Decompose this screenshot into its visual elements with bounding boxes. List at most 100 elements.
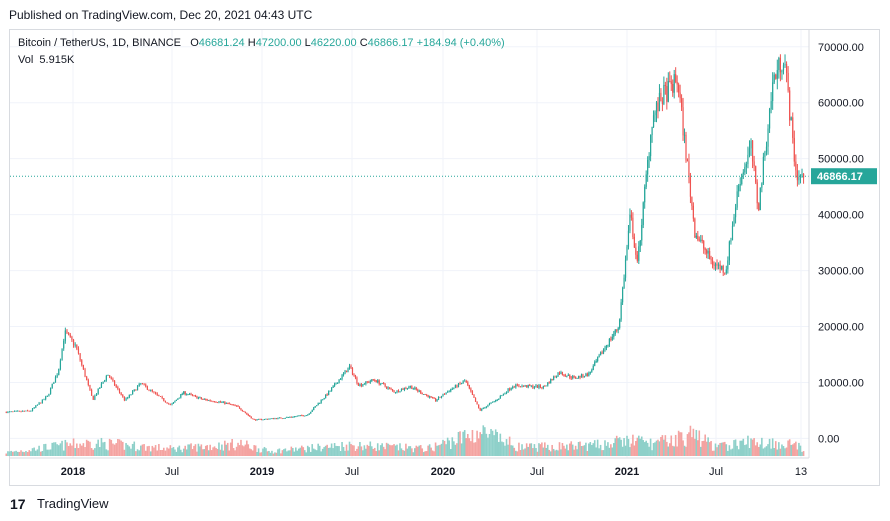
- volume-bar: [465, 438, 468, 456]
- candle-body: [624, 259, 627, 278]
- volume-bar: [74, 448, 76, 456]
- chart-frame: [9, 29, 880, 486]
- candle-body: [482, 408, 484, 409]
- volume-bar: [384, 449, 386, 456]
- candle-body: [491, 401, 494, 403]
- volume-bar: [551, 444, 553, 456]
- volume-bar: [723, 441, 726, 456]
- candle-body: [621, 288, 624, 303]
- volume-bar: [36, 449, 39, 456]
- candle-body: [761, 183, 763, 188]
- volume-bar: [626, 435, 628, 456]
- candle-body: [252, 418, 254, 420]
- volume-bar: [493, 435, 495, 456]
- candle-body: [484, 407, 486, 409]
- candle-body: [583, 376, 586, 378]
- volume-bar: [784, 448, 786, 456]
- candle-body: [391, 389, 394, 391]
- y-tick-label: 20000.00: [818, 322, 864, 334]
- volume-bar: [477, 438, 480, 456]
- volume-bar: [771, 438, 774, 456]
- candle-body: [678, 84, 680, 93]
- volume-bar: [548, 449, 551, 456]
- candle-body: [304, 415, 306, 417]
- volume-bar: [215, 447, 217, 456]
- volume-bar: [430, 447, 432, 456]
- candle-body: [504, 393, 506, 394]
- candle-body: [464, 380, 466, 382]
- candle-body: [613, 333, 615, 337]
- volume-bar: [210, 450, 213, 456]
- volume-bar: [748, 448, 751, 456]
- x-tick-label: Jul: [345, 466, 359, 478]
- volume-bar: [739, 440, 742, 456]
- candle-body: [551, 379, 553, 381]
- candle-body: [56, 375, 58, 378]
- candle-body: [501, 395, 503, 397]
- candle-body: [424, 394, 426, 395]
- candle-body: [582, 374, 584, 378]
- volume-bar: [580, 446, 583, 456]
- candle-body: [311, 410, 313, 412]
- candle-body: [563, 374, 565, 376]
- volume-bar: [100, 437, 103, 456]
- candle-body: [789, 90, 791, 121]
- volume-bar: [190, 443, 192, 456]
- price-candles: [5, 54, 805, 421]
- volume-bar: [490, 428, 492, 456]
- candle-body: [579, 375, 581, 378]
- candle-body: [356, 377, 358, 383]
- volume-bar: [381, 443, 383, 456]
- volume-bar: [454, 444, 457, 456]
- candle-body: [141, 383, 144, 384]
- volume-bar: [692, 428, 695, 456]
- volume-bar: [281, 450, 284, 456]
- volume-bar: [241, 445, 244, 456]
- volume-bar: [536, 451, 539, 456]
- volume-bar: [708, 442, 711, 456]
- volume-bar: [144, 450, 147, 456]
- volume-bar: [375, 451, 378, 456]
- candle-body: [46, 395, 48, 397]
- volume-bar: [633, 445, 636, 456]
- candle-body: [27, 410, 29, 412]
- volume-bar: [698, 430, 701, 456]
- volume-bar: [274, 452, 276, 456]
- candle-body: [314, 406, 316, 408]
- volume-bar: [462, 431, 464, 456]
- volume-bar: [511, 445, 514, 456]
- volume-bar: [41, 450, 44, 456]
- candle-body: [146, 386, 148, 390]
- volume-bar: [496, 432, 499, 456]
- candle-body: [322, 399, 324, 401]
- y-tick-label: 30000.00: [818, 266, 864, 278]
- volume-bar: [125, 443, 127, 456]
- volume-bar: [704, 434, 706, 456]
- volume-bar: [18, 451, 21, 456]
- volume-bar: [522, 449, 525, 456]
- candle-body: [567, 374, 569, 376]
- candle-body: [363, 383, 365, 385]
- candle-body: [105, 375, 107, 381]
- volume-bar: [353, 445, 355, 456]
- candle-body: [706, 250, 708, 254]
- volume-bar: [418, 445, 421, 456]
- volume-bar: [356, 448, 358, 456]
- volume-bar: [342, 446, 345, 456]
- volume-bar: [734, 439, 737, 456]
- volume-bar: [667, 446, 670, 456]
- volume-bar: [318, 445, 321, 456]
- candle-body: [779, 57, 781, 73]
- candle-body: [18, 410, 20, 412]
- candle-body: [553, 376, 555, 380]
- candle-body: [669, 80, 671, 82]
- y-tick-label: 50000.00: [818, 154, 864, 166]
- candle-body: [319, 402, 321, 404]
- candle-body: [136, 386, 139, 391]
- footer-branding[interactable]: 17 TradingView: [10, 496, 109, 511]
- candle-body: [695, 235, 697, 238]
- volume-bar: [175, 451, 178, 456]
- volume-bar: [612, 443, 615, 456]
- candle-body: [773, 74, 775, 83]
